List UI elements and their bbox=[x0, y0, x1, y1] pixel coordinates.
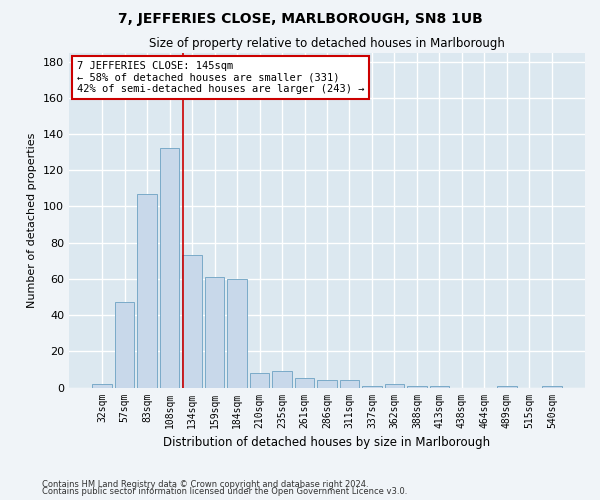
Text: Contains public sector information licensed under the Open Government Licence v3: Contains public sector information licen… bbox=[42, 487, 407, 496]
Y-axis label: Number of detached properties: Number of detached properties bbox=[28, 132, 37, 308]
Bar bbox=[227, 279, 247, 388]
Bar bbox=[295, 378, 314, 388]
Bar bbox=[92, 384, 112, 388]
Bar bbox=[430, 386, 449, 388]
Bar bbox=[182, 256, 202, 388]
Bar bbox=[272, 371, 292, 388]
Bar bbox=[205, 277, 224, 388]
Bar bbox=[340, 380, 359, 388]
Bar bbox=[250, 373, 269, 388]
Bar bbox=[317, 380, 337, 388]
Title: Size of property relative to detached houses in Marlborough: Size of property relative to detached ho… bbox=[149, 37, 505, 50]
Bar bbox=[160, 148, 179, 388]
Bar bbox=[407, 386, 427, 388]
Text: Contains HM Land Registry data © Crown copyright and database right 2024.: Contains HM Land Registry data © Crown c… bbox=[42, 480, 368, 489]
Bar bbox=[497, 386, 517, 388]
Text: 7 JEFFERIES CLOSE: 145sqm
← 58% of detached houses are smaller (331)
42% of semi: 7 JEFFERIES CLOSE: 145sqm ← 58% of detac… bbox=[77, 61, 364, 94]
Text: 7, JEFFERIES CLOSE, MARLBOROUGH, SN8 1UB: 7, JEFFERIES CLOSE, MARLBOROUGH, SN8 1UB bbox=[118, 12, 482, 26]
Bar bbox=[362, 386, 382, 388]
Bar bbox=[115, 302, 134, 388]
Bar bbox=[137, 194, 157, 388]
Bar bbox=[385, 384, 404, 388]
Bar bbox=[542, 386, 562, 388]
X-axis label: Distribution of detached houses by size in Marlborough: Distribution of detached houses by size … bbox=[163, 436, 491, 449]
